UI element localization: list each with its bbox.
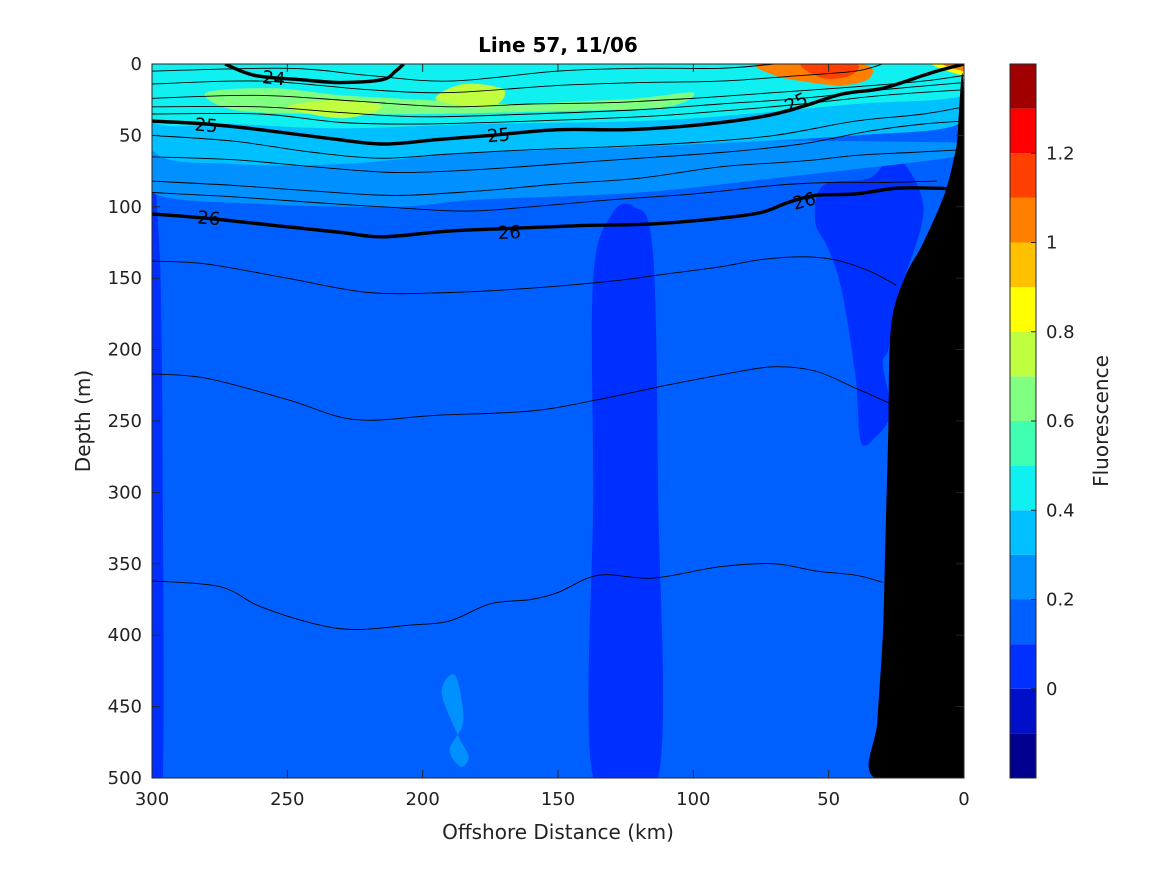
colorbar-swatch: [1010, 376, 1036, 421]
colorbar-swatch: [1010, 599, 1036, 645]
colorbar-swatch: [1010, 242, 1036, 288]
contour-line-thin-9: [152, 149, 964, 196]
contour-line-thin-8: [152, 120, 964, 174]
contour-label-group: 25: [486, 124, 511, 147]
contour-label: 25: [194, 114, 219, 137]
colorbar-tick-label: 0.6: [1046, 411, 1075, 432]
y-axis-label: Depth (m): [71, 370, 95, 472]
y-tick-label: 400: [108, 625, 142, 646]
land-mask: [868, 73, 964, 778]
colorbar-swatch: [1010, 287, 1036, 332]
contour-line-thin-13: [152, 366, 892, 421]
colorbar-tick-label: 0.2: [1046, 590, 1075, 611]
contour-line-25: [152, 64, 964, 146]
colorbar-swatch: [1010, 421, 1036, 466]
colorbar: [1010, 64, 1036, 778]
x-tick-label: 250: [270, 789, 304, 810]
x-tick-label: 0: [958, 789, 969, 810]
fill-region-bottom-patch: [441, 674, 469, 767]
colorbar-swatch: [1010, 465, 1036, 511]
contour-label-group: 26: [196, 207, 221, 230]
contour-line-thin-12: [152, 256, 897, 295]
y-tick-label: 450: [108, 697, 142, 718]
x-tick-label: 300: [135, 789, 169, 810]
contour-label-group: 24: [261, 67, 286, 90]
colorbar-swatch: [1010, 153, 1036, 198]
colorbar-tick-label: 1.2: [1046, 143, 1075, 164]
y-tick-label: 500: [108, 768, 142, 789]
x-tick-label: 200: [405, 789, 439, 810]
x-axis-label: Offshore Distance (km): [442, 820, 674, 844]
colorbar-swatch: [1010, 197, 1036, 243]
y-tick-label: 0: [131, 54, 142, 75]
colorbar-tick-label: 1: [1046, 233, 1057, 254]
colorbar-swatch: [1010, 733, 1036, 778]
contour-label: 24: [261, 67, 286, 90]
y-tick-label: 350: [108, 554, 142, 575]
contour-label-group: 25: [194, 114, 219, 137]
colorbar-swatch: [1010, 554, 1036, 600]
contour-label: 25: [486, 124, 511, 147]
colorbar-tick-label: 0.8: [1046, 322, 1075, 343]
colorbar-swatch: [1010, 510, 1036, 555]
y-tick-label: 100: [108, 197, 142, 218]
colorbar-tick-label: 0.4: [1046, 500, 1075, 521]
x-tick-label: 150: [541, 789, 575, 810]
contour-label: 26: [497, 222, 521, 244]
colorbar-ticks: 0 0.2 0.4 0.6 0.8 1 1.2: [1031, 143, 1075, 700]
y-tick-label: 250: [108, 411, 142, 432]
y-tick-label: 50: [119, 125, 142, 146]
contour-line-thin-7: [152, 106, 964, 159]
fill-region-center-low-column: [588, 203, 664, 778]
colorbar-swatch: [1010, 64, 1036, 109]
colorbar-swatch: [1010, 688, 1036, 734]
y-tick-label: 300: [108, 482, 142, 503]
x-tick-label: 100: [676, 789, 710, 810]
fill-region-nearshore-red: [800, 64, 860, 79]
contour-line-thin-3: [152, 74, 964, 108]
y-tick-label: 200: [108, 340, 142, 361]
y-axis: 0 50 100 150 200 250 300 350 400 450 500: [108, 54, 964, 789]
density-contours: [152, 64, 964, 630]
x-tick-label: 50: [817, 789, 840, 810]
x-axis: 300 250 200 150 100 50 0: [135, 64, 970, 810]
colorbar-label: Fluorescence: [1089, 355, 1113, 487]
colorbar-swatch: [1010, 331, 1036, 377]
contour-line-thin-2: [152, 64, 883, 94]
fill-region-left-edge-low: [152, 178, 164, 778]
fill-region-background: [152, 64, 964, 778]
contour-line-thin-5: [152, 89, 964, 125]
contour-label-group: 26: [497, 222, 521, 244]
y-tick-label: 150: [108, 268, 142, 289]
chart-title: Line 57, 11/06: [478, 33, 638, 57]
colorbar-swatch: [1010, 108, 1036, 154]
fill-region-yellow-core: [435, 83, 506, 108]
contour-line-thin-14: [152, 563, 883, 630]
fill-region-slope-low: [814, 156, 924, 446]
colorbar-swatch: [1010, 644, 1036, 689]
contour-line-24: [224, 64, 405, 85]
contour-line-26: [152, 186, 959, 239]
colorbar-tick-label: 0: [1046, 679, 1057, 700]
contour-line-thin-10: [152, 180, 937, 212]
contour-label: 26: [196, 207, 221, 230]
